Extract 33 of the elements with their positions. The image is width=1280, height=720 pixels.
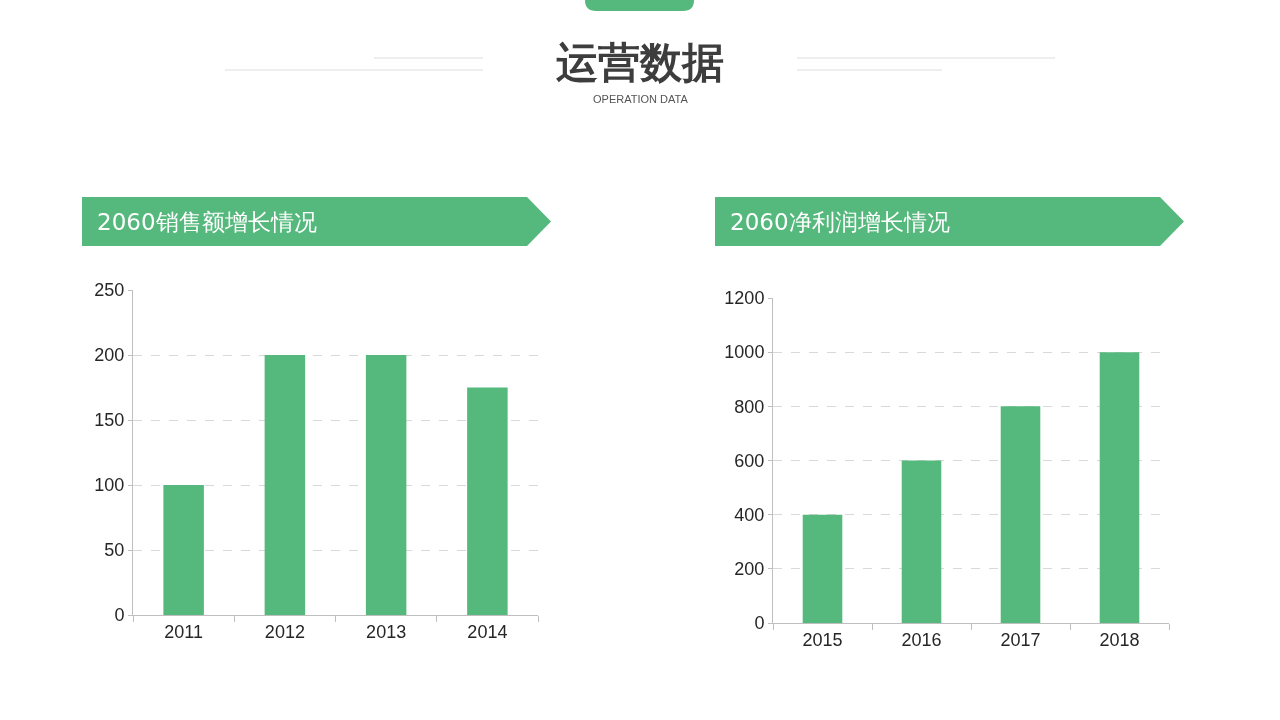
text: OPERATION DATA (593, 93, 689, 105)
x-tick-label: 2018 (1099, 629, 1140, 650)
y-tick-label: 0 (754, 613, 765, 634)
chart-title: 2060销售额增长情况 (97, 209, 317, 235)
x-tick-label: 2014 (467, 621, 508, 642)
y-tick-label: 50 (104, 540, 125, 561)
y-tick-label: 150 (94, 410, 125, 431)
x-tick-label: 2017 (1000, 629, 1041, 650)
y-tick-label: 200 (734, 559, 765, 580)
bar (467, 387, 508, 615)
bar (1099, 352, 1140, 623)
bar (901, 460, 942, 623)
x-tick-label: 2013 (366, 621, 407, 642)
x-tick-label: 2012 (264, 621, 305, 642)
y-tick-label: 400 (734, 504, 765, 525)
y-tick-label: 1000 (724, 342, 765, 363)
y-tick-label: 600 (734, 450, 765, 471)
y-tick-label: 200 (94, 345, 125, 366)
bar (264, 355, 306, 615)
y-tick-label: 0 (114, 605, 125, 626)
x-tick-label: 2015 (802, 629, 843, 650)
y-tick-label: 800 (734, 396, 765, 417)
bar (163, 485, 204, 615)
text: 运营数据 (556, 38, 724, 87)
y-tick-label: 1200 (724, 288, 765, 309)
chart-title: 2060净利润增长情况 (730, 209, 950, 235)
bar (1000, 406, 1041, 623)
x-tick-label: 2011 (164, 621, 203, 642)
bar (365, 355, 407, 615)
bar (802, 514, 843, 623)
x-tick-label: 2016 (901, 629, 942, 650)
y-tick-label: 100 (94, 475, 125, 496)
y-tick-label: 250 (94, 280, 125, 301)
